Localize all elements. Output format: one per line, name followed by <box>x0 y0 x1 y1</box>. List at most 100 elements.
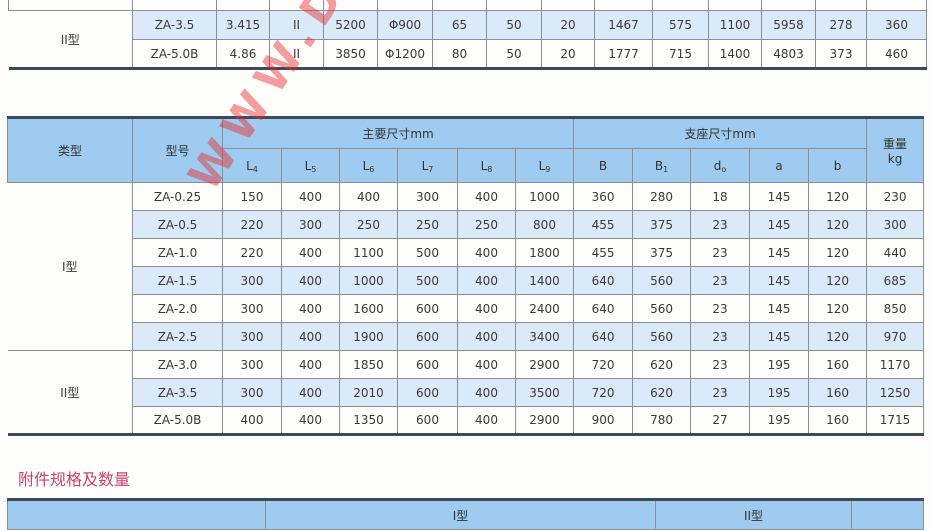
table-cell: 23 <box>690 350 751 379</box>
table-cell: 145 <box>749 238 810 267</box>
table-cell: 400 <box>281 266 340 295</box>
type-cell: I型 <box>7 182 133 351</box>
table-cell: 300 <box>866 210 925 239</box>
header-subscript: o <box>721 164 727 174</box>
table-cell: 400 <box>222 406 282 435</box>
weight-unit: kg <box>887 152 903 166</box>
header-weight: 重量 kg <box>866 117 925 183</box>
table-cell: 500 <box>397 266 458 295</box>
table-cell: 23 <box>690 210 751 239</box>
table-cell: 715 <box>652 39 709 69</box>
table-cell: 400 <box>281 322 340 351</box>
table-cell: 3.415 <box>216 10 270 40</box>
table-cell <box>815 0 867 11</box>
table-cell: 18 <box>690 182 751 211</box>
accessories-header-type-i: I型 <box>265 499 656 530</box>
table-cell <box>708 0 762 11</box>
table-cell: 1777 <box>594 39 653 69</box>
model-cell: ZA-2.0 <box>132 294 223 323</box>
header-l9: L9 <box>514 148 575 183</box>
header-symbol: L <box>246 158 253 173</box>
table-cell: II <box>269 10 324 40</box>
table-cell: 5200 <box>323 10 378 40</box>
table-cell: 160 <box>808 350 868 379</box>
table-cell: 600 <box>397 294 458 323</box>
table-cell: 640 <box>573 266 634 295</box>
table-cell: 560 <box>632 294 692 323</box>
table-cell: 220 <box>222 210 282 239</box>
header-do: do <box>690 148 751 183</box>
dimensions-table: 类型 型号 主要尺寸mm 支座尺寸mm 重量 kg L4 L5 L6 L7 L8 L9 B B1… <box>7 116 925 436</box>
accessories-table: I型 II型 <box>7 498 924 530</box>
table-cell: 5958 <box>761 10 816 40</box>
table-cell: 400 <box>281 378 340 407</box>
table-cell: 400 <box>281 182 340 211</box>
table-cell: 400 <box>281 350 340 379</box>
header-symbol: b <box>833 158 842 173</box>
table-cell <box>323 0 378 11</box>
table-cell: 2010 <box>339 378 398 407</box>
model-cell: ZA-5.0B <box>132 406 223 435</box>
header-model: 型号 <box>132 117 223 183</box>
table-cell <box>377 0 433 11</box>
table-cell: 23 <box>690 322 751 351</box>
accessories-section-title: 附件规格及数量 <box>18 470 131 489</box>
table-cell: 375 <box>632 238 692 267</box>
table-cell: 900 <box>573 406 634 435</box>
table-row: ZA-1.0 220 400 1100 500 400 1800 455 375 23 145 120… <box>8 238 925 267</box>
table-cell: 300 <box>222 378 282 407</box>
table-cell: 440 <box>866 238 925 267</box>
table-cell: 400 <box>281 238 340 267</box>
table-row: ZA-5.0B 400 400 1350 600 400 2900 900 780 27 195 16… <box>8 406 925 435</box>
weight-label: 重量 <box>883 137 908 151</box>
header-subscript: 6 <box>369 164 375 174</box>
table-cell: 195 <box>749 406 810 435</box>
table-cell: 600 <box>397 378 458 407</box>
table-cell: Φ1200 <box>377 39 433 69</box>
header-symbol: L <box>480 158 488 173</box>
table-cell: 600 <box>397 406 458 435</box>
table-cell: 850 <box>866 294 925 323</box>
table-cell <box>761 0 816 11</box>
header-main-dims: 主要尺寸mm <box>221 117 575 149</box>
table-cell: 400 <box>457 406 516 435</box>
table-cell: 23 <box>690 266 751 295</box>
table-row: ZA-5.0B 4.86 II 3850 Φ1200 80 50 20 1777 715 1400 4… <box>9 39 927 69</box>
table-cell: 3400 <box>514 322 575 351</box>
table-cell: 400 <box>339 182 398 211</box>
header-support-dims: 支座尺寸mm <box>573 117 868 149</box>
table-cell: 250 <box>339 210 398 239</box>
table-cell: 780 <box>632 406 692 435</box>
table-cell: 575 <box>652 10 709 40</box>
table-cell: 20 <box>541 39 595 69</box>
table-cell: 1715 <box>866 406 925 435</box>
table-cell <box>486 0 542 11</box>
table-cell <box>541 0 595 11</box>
table-cell: 4803 <box>761 39 816 69</box>
table-cell: 300 <box>397 182 458 211</box>
table-cell: 120 <box>808 238 868 267</box>
table-cell: 500 <box>397 238 458 267</box>
table-cell: 2900 <box>514 406 575 435</box>
top-specs-table: II型 ZA-3.5 3.415 II 5200 Φ900 65 50 20 1467 575 110… <box>8 0 927 70</box>
table-cell: 195 <box>749 378 810 407</box>
table-cell: 375 <box>632 210 692 239</box>
table-row: ZA-2.5 300 400 1900 600 400 3400 640 560 23 145 120… <box>8 322 925 351</box>
header-l5: L5 <box>281 148 340 183</box>
table-cell: 800 <box>514 210 575 239</box>
table-cell: 400 <box>457 322 516 351</box>
table-cell: 280 <box>632 182 692 211</box>
table-cell: 120 <box>808 322 868 351</box>
model-cell: ZA-3.5 <box>132 378 223 407</box>
header-subscript: 5 <box>311 164 317 174</box>
table-cell <box>269 0 324 11</box>
table-cell: 560 <box>632 322 692 351</box>
table-cell: 600 <box>397 322 458 351</box>
table-cell: 1170 <box>866 350 925 379</box>
table-cell: 300 <box>222 294 282 323</box>
table-cell: 1100 <box>708 10 762 40</box>
table-cell <box>8 0 133 11</box>
table-cell: 1400 <box>514 266 575 295</box>
table-cell: 400 <box>457 378 516 407</box>
table-cell: 230 <box>866 182 925 211</box>
